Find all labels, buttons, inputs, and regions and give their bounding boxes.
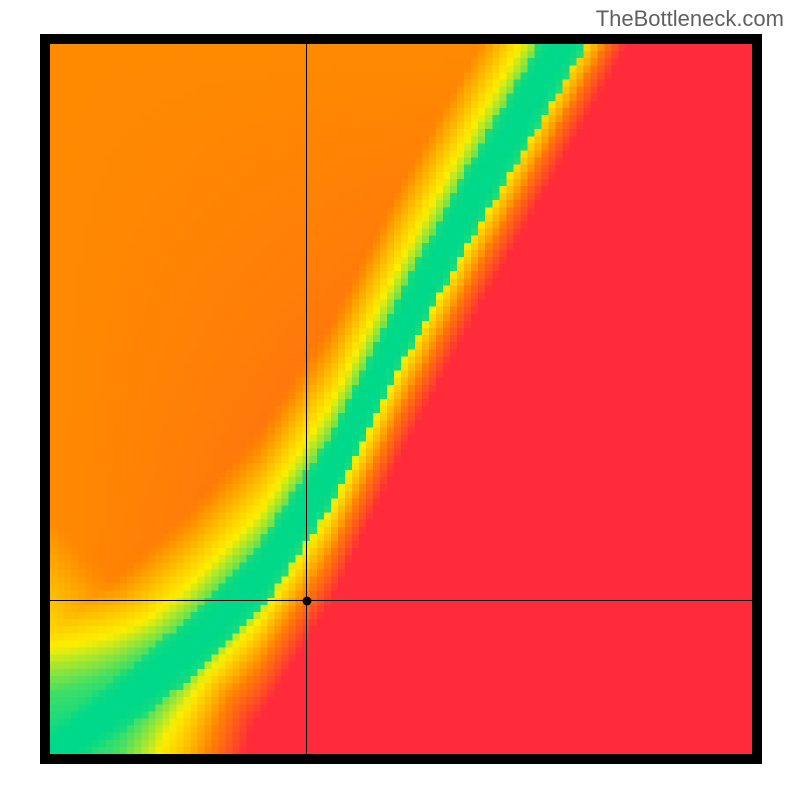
marker-point bbox=[302, 596, 311, 605]
chart-container: TheBottleneck.com bbox=[0, 0, 800, 800]
crosshair-horizontal bbox=[50, 600, 752, 601]
heatmap-canvas bbox=[50, 44, 752, 754]
watermark-text: TheBottleneck.com bbox=[596, 6, 784, 32]
crosshair-vertical bbox=[306, 44, 307, 754]
